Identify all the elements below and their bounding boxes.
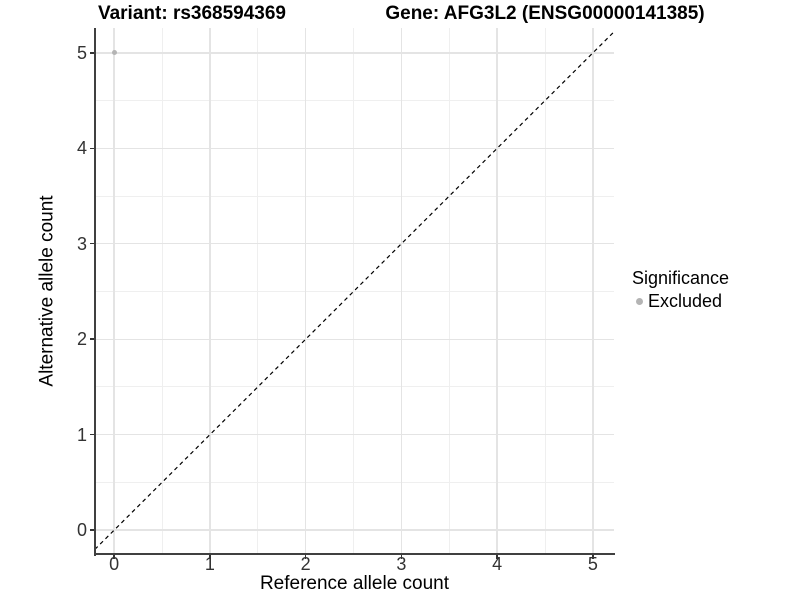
gridline-y-major: [95, 433, 614, 436]
x-tick-label: 3: [396, 554, 407, 574]
plot-title-gene: Gene: AFG3L2 (ENSG00000141385): [385, 3, 705, 24]
x-tick-mark: [113, 555, 115, 559]
x-axis-line: [94, 553, 615, 555]
x-tick-label: 1: [204, 554, 215, 574]
x-tick-mark: [209, 555, 211, 559]
gridline-x-major: [304, 28, 307, 554]
gridline-x-major: [113, 28, 115, 554]
gridline-x-major: [209, 28, 211, 554]
gridline-y-minor: [95, 100, 614, 102]
data-point: [111, 50, 117, 56]
y-tick-label: 1: [76, 424, 87, 445]
gridline-y-major: [95, 529, 614, 531]
legend-title: Significance: [632, 268, 730, 288]
identity-reference-line: [95, 30, 614, 551]
gridline-y-minor: [95, 481, 614, 483]
y-tick-mark: [90, 338, 94, 340]
gridline-y-minor: [95, 195, 614, 197]
y-tick-label: 2: [76, 329, 87, 350]
gridline-y-major: [95, 338, 614, 340]
y-axis-line: [94, 28, 96, 556]
y-tick-label: 0: [76, 520, 87, 541]
gridline-x-major: [592, 28, 594, 554]
y-tick-mark: [90, 242, 94, 245]
legend-item-label: Excluded: [648, 291, 723, 311]
y-tick-label: 3: [76, 233, 87, 254]
legend-items: Excluded: [630, 291, 800, 311]
gridline-y-minor: [95, 386, 614, 388]
y-tick-mark: [90, 147, 94, 150]
y-tick-label: 4: [76, 138, 87, 159]
y-tick-mark: [90, 529, 94, 531]
x-tick-mark: [592, 555, 594, 559]
gridline-y-minor: [95, 290, 614, 292]
x-tick-label: 2: [300, 554, 311, 574]
x-tick-mark: [304, 555, 307, 559]
gridline-y-major: [95, 243, 614, 245]
legend: Significance Excluded: [630, 268, 800, 311]
plot-panel: [95, 28, 614, 554]
plot-title-variant: Variant: rs368594369: [97, 3, 287, 24]
legend-marker-icon: [636, 297, 643, 305]
gridline-y-major: [95, 147, 614, 149]
y-tick-mark: [90, 52, 94, 54]
y-tick-mark: [90, 433, 94, 436]
gridline-y-major: [95, 52, 614, 54]
x-tick-label: 5: [587, 554, 598, 574]
gridline-x-major: [496, 28, 498, 554]
x-tick-label: 4: [492, 554, 503, 574]
y-tick-label: 5: [76, 42, 87, 63]
y-axis-label: Alternative allele count: [36, 195, 58, 387]
x-tick-mark: [400, 555, 403, 559]
legend-item: Excluded: [630, 291, 800, 311]
gridline-x-major: [400, 28, 403, 554]
x-tick-mark: [496, 555, 498, 559]
x-axis-label: Reference allele count: [259, 573, 450, 594]
x-tick-label: 0: [109, 554, 120, 574]
